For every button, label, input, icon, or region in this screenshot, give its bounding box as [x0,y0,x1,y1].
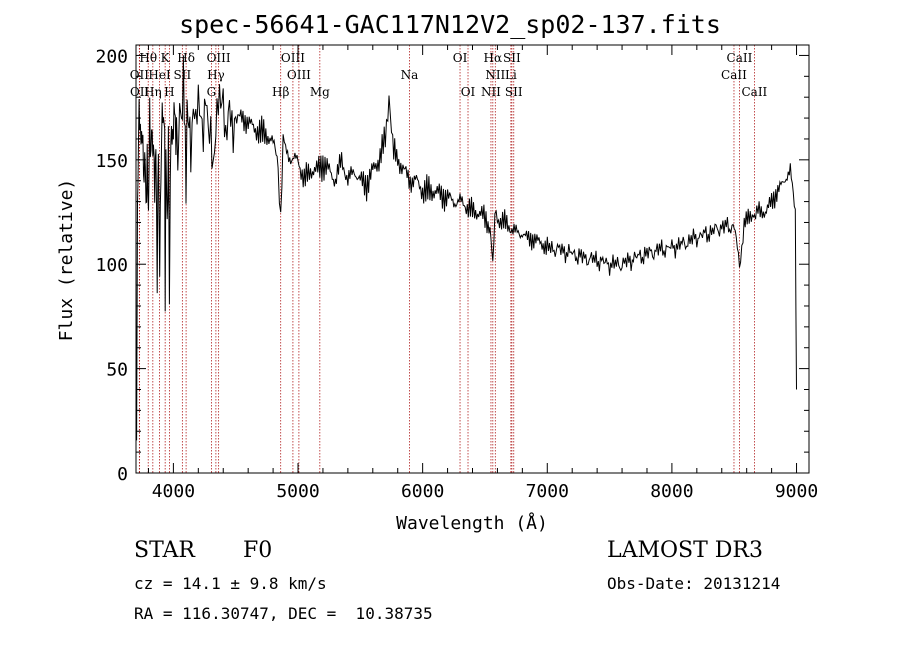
survey-name: LAMOST DR3 [607,538,763,563]
line-label: SII [503,51,521,65]
obs-date-text: Obs-Date: 20131214 [607,574,781,593]
line-label: G [207,85,217,99]
line-label: NII [481,85,501,99]
chart-title: spec-56641-GAC117N12V2_sp02-137.fits [179,10,721,39]
line-label: H [164,85,174,99]
x-tick-label: 8000 [650,481,693,502]
y-tick-label: 50 [106,360,128,381]
plot-frame [135,44,810,474]
y-axis-label: Flux (relative) [56,179,77,342]
coords-text: RA = 116.30747, DEC = 10.38735 [134,604,433,623]
line-label: CaII [721,68,747,82]
line-label: OII [130,85,150,99]
line-label: K [161,51,171,65]
emission-line-markers [138,45,755,473]
line-label: SII [505,85,523,99]
spectrum-series [135,55,797,441]
x-tick-label: 6000 [401,481,444,502]
redshift-text: cz = 14.1 ± 9.8 km/s [134,574,327,593]
spectral-subclass: F0 [243,538,273,563]
line-label: CaII [727,51,753,65]
y-tick-label: 0 [117,464,128,485]
y-tick-label: 100 [95,255,128,276]
x-tick-label: 9000 [775,481,818,502]
x-axis-label: Wavelength (Å) [396,512,548,534]
line-label: OI [453,51,468,65]
line-label: Na [401,68,419,82]
line-label: Hγ [207,68,225,82]
line-label: Hβ [272,85,289,99]
x-tick-label: 4000 [152,481,195,502]
axes: 4000 5000 6000 7000 8000 9000 0 50 100 150 200 [95,45,818,502]
x-tick-label: 5000 [276,481,319,502]
line-label: HeI [148,68,171,82]
line-label: NII [485,68,505,82]
line-label: OI [461,85,476,99]
line-label: Hθ [139,51,157,65]
line-label: Li [505,68,517,82]
line-label: OII [130,68,150,82]
y-tick-label: 150 [95,151,128,172]
line-label: Hα [484,51,503,65]
line-label: Mg [310,85,330,99]
line-label: OIII [287,68,311,82]
line-label: OIII [207,51,231,65]
spectrum-line-0 [135,55,797,441]
line-label: Hδ [177,51,195,65]
x-tick-label: 7000 [526,481,569,502]
line-label: CaII [741,85,767,99]
line-label: OIII [281,51,305,65]
line-label: SII [174,68,192,82]
line-label: Hη [144,85,162,99]
y-tick-label: 200 [95,46,128,67]
object-class: STAR [134,538,195,563]
